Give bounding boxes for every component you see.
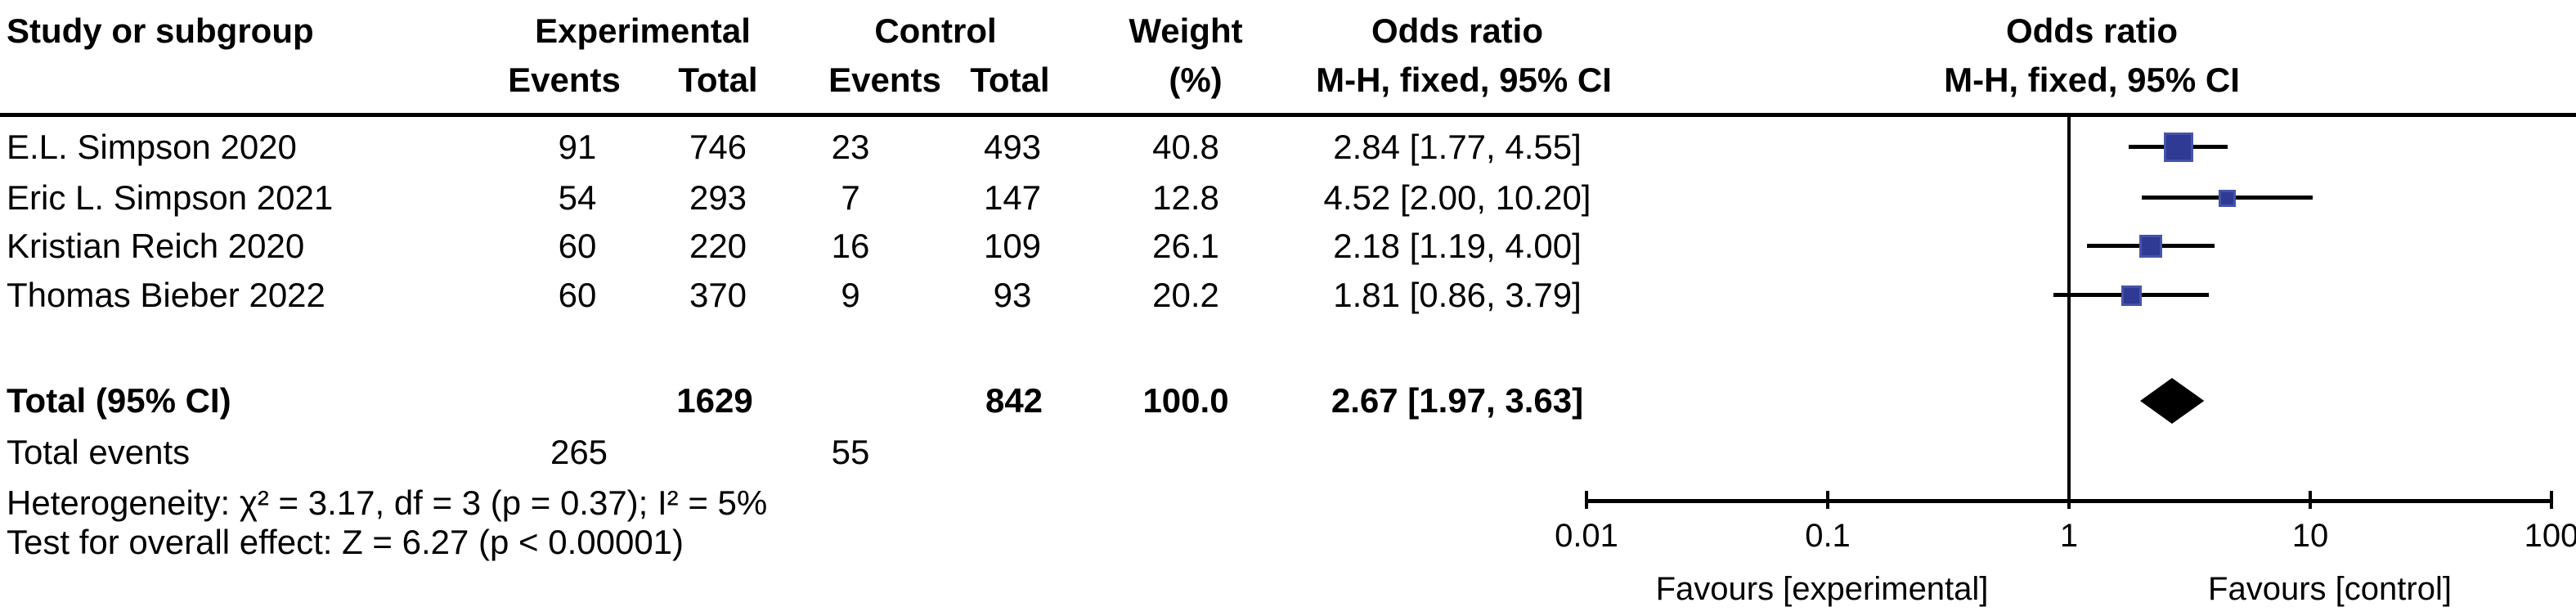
total-or-ci: 2.67 [1.97, 3.63] — [1331, 381, 1584, 420]
col-header-odds-ratio-plot: Odds ratio — [2005, 11, 2179, 50]
study-label: Thomas Bieber 2022 — [7, 276, 325, 314]
favours-experimental-label: Favours [experimental] — [1655, 571, 1989, 607]
total-exp-total: 1629 — [676, 381, 753, 420]
ctl-events-value: 23 — [831, 128, 870, 166]
heterogeneity-stat: Heterogeneity: χ² = 3.17, df = 3 (p = 0.… — [7, 483, 768, 522]
weight-value: 40.8 — [1152, 128, 1219, 166]
total-events-exp: 265 — [550, 433, 608, 471]
total-weight: 100.0 — [1142, 381, 1229, 420]
study-label: E.L. Simpson 2020 — [7, 128, 297, 166]
axis-tick — [2550, 491, 2553, 509]
or-ci-value: 2.84 [1.77, 4.55] — [1333, 128, 1582, 166]
axis-tick — [1585, 491, 1588, 509]
exp-events-value: 60 — [558, 276, 597, 314]
study-label: Eric L. Simpson 2021 — [7, 178, 334, 217]
favours-control-label: Favours [control] — [2208, 571, 2452, 607]
total-events-ctl: 55 — [831, 433, 870, 471]
total-ctl-total: 842 — [985, 381, 1043, 420]
or-marker-1 — [2218, 189, 2236, 207]
exp-events-value: 91 — [558, 128, 597, 166]
col-header-exp-total: Total — [678, 61, 758, 99]
ctl-total-value: 493 — [983, 128, 1042, 166]
header-divider — [0, 113, 2576, 117]
weight-value: 26.1 — [1152, 227, 1219, 265]
exp-events-value: 54 — [558, 178, 597, 217]
total-label: Total (95% CI) — [7, 381, 231, 420]
exp-total-value: 220 — [689, 227, 747, 265]
axis-tick — [2309, 491, 2312, 509]
ctl-events-value: 7 — [841, 178, 860, 217]
exp-total-value: 746 — [689, 128, 747, 166]
ctl-total-value: 93 — [993, 276, 1032, 314]
col-header-ctl-total: Total — [970, 61, 1050, 99]
overall-effect-stat: Test for overall effect: Z = 6.27 (p < 0… — [7, 523, 684, 561]
or-ci-value: 2.18 [1.19, 4.00] — [1333, 227, 1582, 265]
ctl-total-value: 147 — [983, 178, 1042, 217]
exp-events-value: 60 — [558, 227, 597, 265]
or-marker-0 — [2163, 133, 2193, 162]
exp-total-value: 370 — [689, 276, 747, 314]
col-header-or-ci-stat: M-H, fixed, 95% CI — [1316, 61, 1612, 99]
col-header-study: Study or subgroup — [7, 11, 314, 50]
or-marker-2 — [2138, 235, 2162, 258]
col-header-weight-pct: (%) — [1169, 61, 1223, 99]
col-header-or-ci-plot: M-H, fixed, 95% CI — [1944, 61, 2240, 99]
axis-tick-label: 0.1 — [1805, 518, 1851, 554]
x-axis-line — [1585, 499, 2553, 503]
axis-tick-label: 1 — [2059, 518, 2079, 554]
axis-tick-label: 10 — [2291, 518, 2329, 554]
axis-tick-label: 100 — [2524, 518, 2576, 554]
ctl-events-value: 9 — [841, 276, 860, 314]
col-header-experimental: Experimental — [535, 11, 751, 50]
or-marker-3 — [2120, 285, 2142, 306]
weight-value: 20.2 — [1152, 276, 1219, 314]
or-ci-value: 4.52 [2.00, 10.20] — [1323, 178, 1591, 217]
col-header-weight: Weight — [1129, 11, 1243, 50]
weight-value: 12.8 — [1152, 178, 1219, 217]
exp-total-value: 293 — [689, 178, 747, 217]
total-events-label: Total events — [7, 433, 191, 471]
col-header-odds-ratio-stat: Odds ratio — [1371, 11, 1544, 50]
null-effect-line — [2067, 117, 2071, 509]
col-header-control: Control — [874, 11, 997, 50]
summary-diamond — [2139, 378, 2205, 424]
study-label: Kristian Reich 2020 — [7, 227, 305, 265]
ctl-events-value: 16 — [831, 227, 870, 265]
ctl-total-value: 109 — [983, 227, 1042, 265]
col-header-exp-events: Events — [508, 61, 621, 99]
axis-tick — [1826, 491, 1829, 509]
axis-tick-label: 0.01 — [1555, 518, 1618, 554]
col-header-ctl-events: Events — [828, 61, 941, 99]
or-ci-value: 1.81 [0.86, 3.79] — [1333, 276, 1582, 314]
